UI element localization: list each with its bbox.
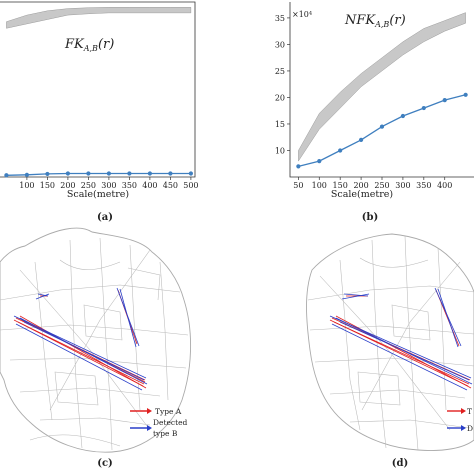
y-tick-label: 35 (275, 14, 285, 23)
chart-a-envelope (6, 7, 192, 29)
map-c-type-b-links (13, 287, 148, 391)
chart-b-xlabel: Scale(metre) (331, 189, 393, 200)
y-tick-label: 30 (275, 40, 285, 49)
chart-b: 50 100 150 200 250 300 350 400 10 15 20 25 30 35 ×10… (275, 2, 474, 223)
x-tick-label: 400 (437, 181, 452, 190)
data-point (379, 124, 385, 129)
x-tick-label: 350 (416, 181, 431, 190)
x-tick-label: 450 (163, 181, 178, 190)
data-point (147, 171, 152, 176)
chart-a-series-line (6, 172, 191, 176)
legend-d-type-b-arrowhead (461, 425, 466, 431)
chart-a-xticks: 100 150 200 250 300 350 400 450 500 (19, 177, 199, 190)
chart-b-points (296, 92, 468, 169)
x-tick-label: 350 (122, 181, 137, 190)
map-c-roads (0, 237, 189, 451)
data-point (442, 98, 447, 103)
data-point (296, 164, 301, 169)
panel-label-c: (c) (97, 458, 113, 469)
chart-a-axes (0, 1, 196, 178)
x-tick-label: 100 (312, 181, 327, 190)
chart-b-yticks: 10 15 20 25 30 35 (275, 14, 290, 155)
map-c: Type A Detected type B (c) (0, 227, 192, 469)
panel-label-b: (b) (362, 212, 378, 223)
data-point (317, 158, 322, 164)
x-tick-label: 400 (142, 181, 157, 190)
chart-a-xlabel: Scale(metre) (67, 189, 129, 200)
legend-d-type-a-label: T (467, 407, 472, 416)
x-tick-label: 200 (60, 181, 75, 190)
x-tick-label: 300 (101, 181, 116, 190)
legend-type-a-arrowhead (147, 408, 152, 414)
x-tick-label: 50 (293, 181, 303, 190)
data-point (168, 171, 173, 176)
legend-type-a-label: Type A (155, 407, 182, 416)
legend-type-b-arrowhead (147, 425, 152, 431)
y-tick-label: 20 (275, 93, 285, 102)
data-point (24, 172, 29, 177)
chart-b-envelope (298, 12, 466, 162)
map-d-outline (306, 233, 474, 451)
y-tick-label: 25 (275, 67, 285, 76)
x-tick-label: 250 (374, 181, 389, 190)
data-point (400, 113, 406, 119)
data-point (4, 173, 9, 178)
panel-label-a: (a) (97, 212, 113, 223)
data-point (358, 137, 364, 142)
y-tick-label: 15 (275, 120, 285, 129)
data-point (338, 148, 343, 153)
chart-a-points (4, 171, 193, 178)
data-point (45, 171, 50, 177)
map-c-outline (0, 227, 192, 453)
x-tick-label: 200 (353, 181, 368, 190)
data-point (65, 171, 70, 176)
map-d: T D (d) (306, 233, 474, 469)
chart-b-xticks: 50 100 150 200 250 300 350 400 (293, 177, 452, 190)
x-tick-label: 250 (81, 181, 96, 190)
y-tick-label: 10 (275, 146, 285, 155)
x-tick-label: 150 (333, 181, 348, 190)
legend-d-type-a-arrowhead (461, 408, 466, 414)
x-tick-label: 300 (395, 181, 410, 190)
data-point (86, 171, 91, 176)
data-point (127, 171, 132, 176)
chart-b-scale-label: ×10⁴ (292, 10, 312, 19)
legend-type-b-label-2: type B (153, 429, 178, 438)
data-point (188, 171, 193, 176)
map-d-type-b-links (329, 287, 473, 391)
data-point (421, 105, 426, 111)
x-tick-label: 100 (19, 181, 34, 190)
panel-label-d: (d) (392, 458, 408, 469)
data-point (106, 171, 111, 176)
map-d-legend: T D (447, 407, 473, 433)
x-tick-label: 500 (183, 181, 198, 190)
legend-d-type-b-label: D (467, 424, 473, 433)
data-point (463, 92, 468, 97)
chart-b-annotation: NFKA,B(r) (344, 13, 406, 29)
legend-type-b-label-1: Detected (153, 418, 188, 427)
chart-b-series-line (298, 94, 466, 168)
chart-a: 100 150 200 250 300 350 400 450 500 FKA,B(r) Sca… (0, 1, 199, 223)
chart-b-axes (289, 2, 474, 178)
chart-a-annotation: FKA,B(r) (64, 37, 114, 53)
x-tick-label: 150 (40, 181, 55, 190)
map-c-legend: Type A Detected type B (130, 407, 188, 438)
